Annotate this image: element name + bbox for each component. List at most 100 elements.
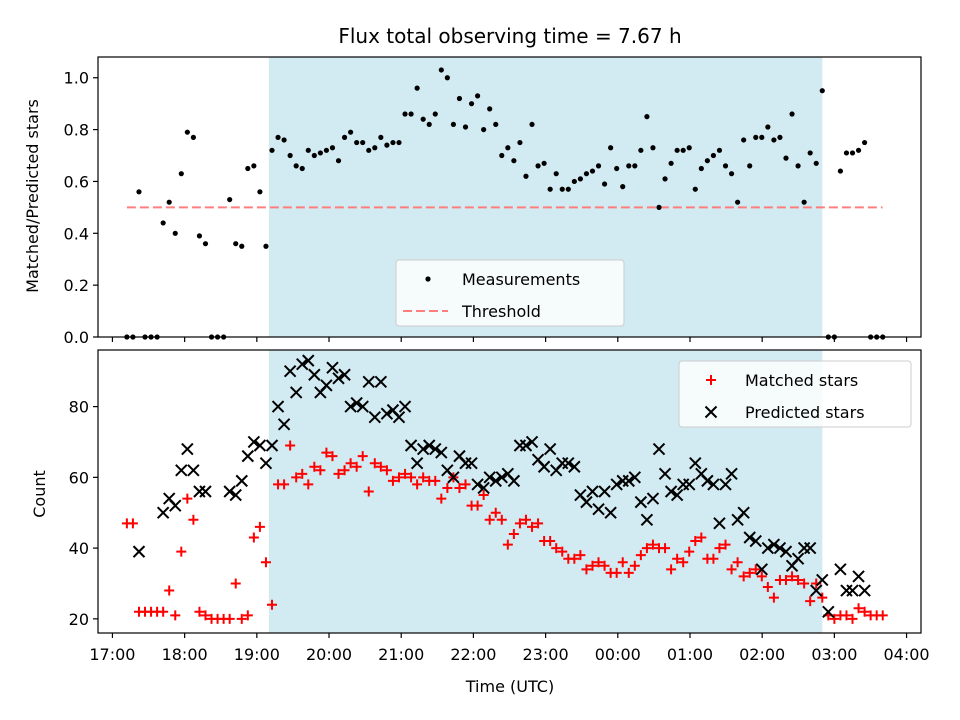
matched-star-point bbox=[369, 458, 380, 469]
predicted-star-point bbox=[495, 471, 508, 484]
predicted-star-point bbox=[707, 478, 720, 491]
matched-star-point bbox=[508, 528, 519, 539]
x-tick-label: 19:00 bbox=[234, 645, 280, 664]
predicted-star-point bbox=[646, 492, 660, 505]
predicted-stars-points bbox=[132, 354, 871, 618]
measurement-point bbox=[789, 111, 795, 117]
y-tick-label: 0.8 bbox=[64, 121, 89, 140]
measurement-point bbox=[517, 139, 523, 146]
predicted-star-point bbox=[429, 442, 442, 456]
predicted-star-point bbox=[858, 584, 871, 597]
measurement-point bbox=[716, 147, 723, 153]
matched-star-point bbox=[357, 451, 368, 462]
x-tick-label: 18:00 bbox=[162, 645, 208, 664]
measurement-point bbox=[293, 163, 299, 169]
matched-star-point bbox=[327, 451, 338, 462]
matched-star-point bbox=[617, 557, 628, 568]
matched-star-point bbox=[339, 465, 350, 476]
measurement-point bbox=[692, 186, 698, 192]
measurement-point bbox=[680, 147, 686, 153]
matched-star-point bbox=[587, 560, 598, 571]
measurement-point bbox=[474, 93, 481, 99]
y-tick-label: 80 bbox=[69, 398, 89, 417]
predicted-star-point bbox=[519, 439, 533, 452]
predicted-star-point bbox=[374, 375, 388, 389]
measurement-point bbox=[650, 145, 656, 151]
measurement-point bbox=[462, 124, 469, 130]
measurement-point bbox=[257, 189, 263, 195]
predicted-star-point bbox=[537, 460, 551, 473]
predicted-star-point bbox=[834, 563, 847, 576]
predicted-star-point bbox=[586, 485, 599, 498]
measurement-point bbox=[378, 134, 384, 140]
predicted-star-point bbox=[223, 485, 236, 498]
predicted-star-point bbox=[332, 372, 345, 385]
predicted-star-point bbox=[689, 456, 702, 470]
matched-star-point bbox=[502, 539, 513, 550]
predicted-star-point bbox=[271, 400, 285, 413]
matched-star-point bbox=[847, 613, 858, 624]
matched-star-point bbox=[599, 560, 610, 571]
matched-star-point bbox=[170, 610, 181, 621]
measurement-point bbox=[747, 163, 753, 169]
matched-star-point bbox=[690, 536, 701, 547]
matched-star-point bbox=[260, 557, 271, 568]
matched-star-point bbox=[533, 518, 544, 529]
measurement-point bbox=[172, 230, 178, 236]
measurement-point bbox=[420, 116, 426, 122]
matched-star-point bbox=[496, 514, 507, 525]
matched-star-point bbox=[381, 465, 392, 476]
measurement-point bbox=[426, 121, 432, 128]
measurement-point bbox=[239, 243, 245, 249]
measurement-point bbox=[299, 165, 305, 172]
measurement-point bbox=[674, 147, 680, 153]
predicted-star-point bbox=[253, 439, 267, 452]
measurement-point bbox=[269, 147, 275, 153]
matched-star-point bbox=[696, 532, 707, 543]
predicted-star-point bbox=[580, 495, 593, 509]
predicted-star-point bbox=[622, 474, 635, 488]
predicted-star-point bbox=[822, 605, 835, 618]
matched-star-point bbox=[647, 539, 658, 550]
predicted-star-point bbox=[852, 570, 865, 583]
matched-star-point bbox=[708, 553, 719, 564]
matched-star-point bbox=[164, 585, 175, 596]
measurement-point bbox=[396, 139, 402, 146]
legend-label: Matched stars bbox=[745, 371, 858, 390]
matched-star-point bbox=[527, 521, 538, 532]
bottom-legend: Matched stars Predicted stars bbox=[678, 360, 912, 428]
matched-star-point bbox=[805, 596, 816, 607]
predicted-star-point bbox=[320, 379, 333, 392]
predicted-star-point bbox=[156, 506, 170, 519]
matched-star-point bbox=[660, 543, 671, 554]
matched-star-point bbox=[672, 553, 683, 564]
measurement-point bbox=[366, 147, 372, 153]
measurement-point bbox=[837, 168, 844, 174]
measurement-point bbox=[813, 160, 819, 166]
predicted-star-point bbox=[810, 584, 823, 597]
measurement-point bbox=[765, 124, 771, 130]
predicted-star-point bbox=[743, 531, 756, 544]
matched-star-point bbox=[297, 468, 308, 479]
y-tick-label: 0.4 bbox=[64, 224, 89, 243]
matched-star-point bbox=[460, 479, 471, 490]
x-tick-label: 22:00 bbox=[450, 645, 496, 664]
top-legend: Measurements Threshold bbox=[395, 259, 625, 327]
predicted-star-point bbox=[380, 407, 394, 420]
predicted-star-point bbox=[368, 411, 382, 424]
matched-star-point bbox=[841, 610, 852, 621]
x-tick-label: 21:00 bbox=[378, 645, 424, 664]
measurement-point bbox=[263, 243, 269, 249]
measurement-point bbox=[855, 147, 862, 153]
predicted-star-point bbox=[199, 485, 212, 498]
matched-star-point bbox=[762, 582, 773, 593]
measurement-point bbox=[311, 152, 317, 159]
matched-star-point bbox=[158, 606, 169, 617]
x-tick-label: 23:00 bbox=[523, 645, 569, 664]
predicted-star-point bbox=[283, 365, 297, 378]
measurement-point bbox=[547, 186, 553, 192]
legend-box bbox=[395, 259, 625, 327]
measurement-point bbox=[753, 134, 759, 140]
y-tick-label: 0.2 bbox=[64, 276, 89, 295]
measurement-point bbox=[178, 171, 184, 177]
